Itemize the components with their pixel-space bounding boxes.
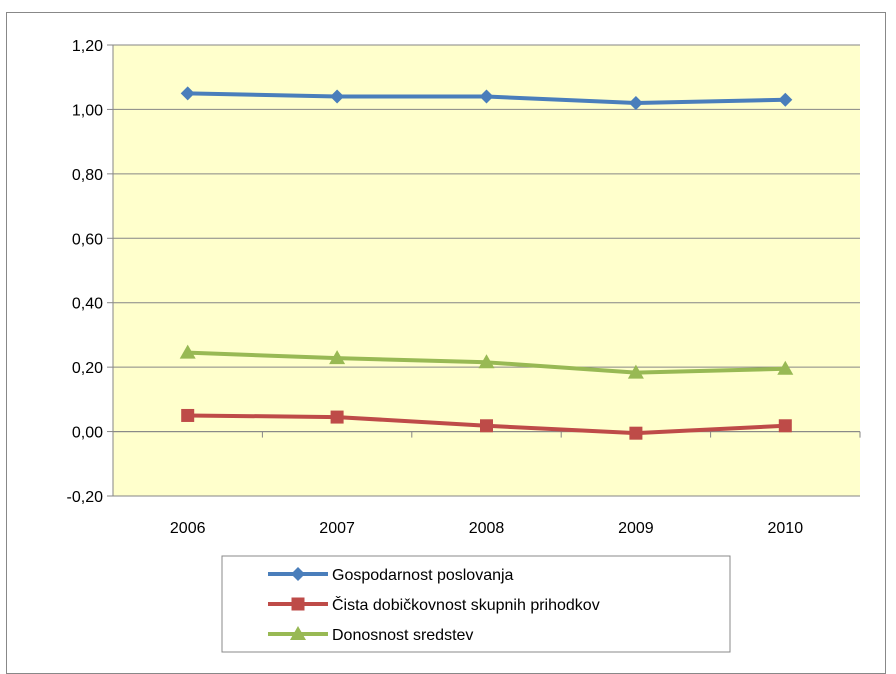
y-tick-label: 0,80 xyxy=(72,167,103,184)
data-point-2 xyxy=(778,419,792,433)
y-tick-label: 1,00 xyxy=(72,102,103,119)
data-point-3 xyxy=(627,364,644,379)
data-point-3 xyxy=(179,344,196,359)
legend-swatch-marker xyxy=(290,626,306,640)
data-point-1 xyxy=(479,89,494,104)
y-tick-label: -0,20 xyxy=(67,489,104,506)
y-tick-label: 0,00 xyxy=(72,425,103,442)
data-point-1 xyxy=(180,86,195,101)
data-point-1 xyxy=(778,92,793,107)
legend-label: Čista dobičkovnost skupnih prihodkov xyxy=(332,595,600,614)
legend-swatch-marker xyxy=(291,597,305,611)
data-point-2 xyxy=(330,410,344,424)
y-tick-label: 0,20 xyxy=(72,360,103,377)
y-tick-label: 0,40 xyxy=(72,296,103,313)
data-point-3 xyxy=(329,350,346,365)
data-point-1 xyxy=(330,89,345,104)
data-point-3 xyxy=(478,354,495,369)
data-point-2 xyxy=(181,408,195,422)
y-tick-label: 1,20 xyxy=(72,38,103,55)
x-tick-label: 2007 xyxy=(319,520,355,537)
legend-label: Donosnost sredstev xyxy=(332,627,473,644)
data-point-2 xyxy=(629,426,643,440)
x-tick-label: 2006 xyxy=(170,520,206,537)
x-tick-label: 2009 xyxy=(618,520,654,537)
y-tick-label: 0,60 xyxy=(72,231,103,248)
data-point-2 xyxy=(480,419,493,433)
x-tick-label: 2010 xyxy=(768,520,804,537)
legend-label: Gospodarnost poslovanja xyxy=(332,567,514,584)
data-point-3 xyxy=(777,360,794,375)
x-tick-label: 2008 xyxy=(469,520,505,537)
data-point-1 xyxy=(628,95,643,110)
legend-swatch-marker xyxy=(291,567,305,581)
